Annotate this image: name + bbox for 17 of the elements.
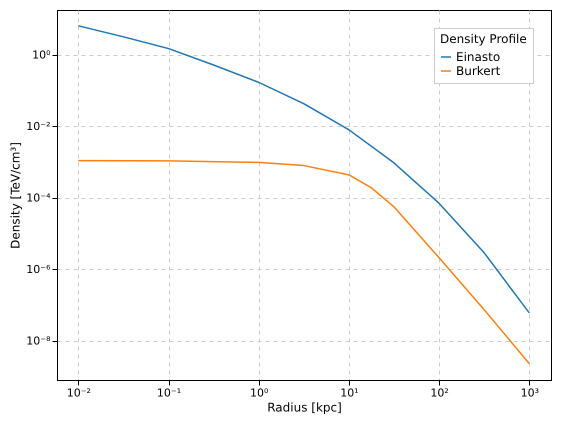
y-tick-label: 10⁻⁶ (26, 262, 52, 276)
x-tick-label: 10³ (520, 386, 540, 400)
line-series (78, 25, 530, 314)
y-tick-label: 10⁰ (32, 48, 52, 62)
legend-label: Einasto (456, 50, 500, 64)
x-tick-label: 10⁻¹ (156, 386, 182, 400)
x-tick-label: 10¹ (340, 386, 359, 400)
x-tick-label: 10⁻² (66, 386, 91, 400)
x-tick-label: 10⁰ (250, 386, 270, 400)
y-tick-label: 10⁻⁴ (26, 191, 52, 204)
legend-title: Density Profile (440, 32, 527, 46)
y-tick-label: 10⁻⁸ (26, 334, 52, 348)
x-tick-label: 10² (430, 386, 449, 400)
x-axis-title: Radius [kpc] (267, 400, 342, 414)
legend-label: Burkert (456, 64, 501, 78)
y-tick-label: 10⁻² (26, 120, 50, 133)
y-axis-title: Density [TeV/cm³] (8, 142, 22, 249)
